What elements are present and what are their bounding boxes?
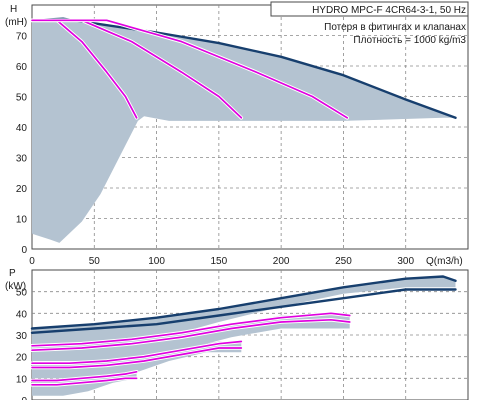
head-curves <box>30 17 457 120</box>
power-y-tick-label: 30 <box>16 331 28 342</box>
head-y-tick-label: 70 <box>16 32 28 43</box>
chart-title: HYDRO MPC-F 4CR64-3-1, 50 Hz <box>312 5 466 16</box>
flow-x-tick-labels: 0 50 100 150 200 250 300 <box>29 256 414 267</box>
head-axis-symbol: H <box>10 4 17 15</box>
power-y-tick-labels: 0 10 20 30 40 50 <box>16 288 28 405</box>
head-envelope-fill <box>32 18 456 243</box>
head-curve-reduced-speed <box>31 19 349 119</box>
flow-x-tick-label: 250 <box>335 256 352 267</box>
head-y-tick-label: 60 <box>16 62 28 73</box>
head-y-tick-label: 40 <box>16 123 28 134</box>
head-axis-unit: (mH) <box>5 17 27 28</box>
head-y-tick-label: 0 <box>21 245 27 256</box>
head-y-tick-label: 30 <box>16 154 28 165</box>
power-axis-unit: (kW) <box>5 281 26 292</box>
power-y-tick-label: 10 <box>16 374 28 385</box>
flow-x-tick-label: 150 <box>211 256 228 267</box>
power-curve-max <box>30 288 457 334</box>
flow-x-tick-label: 50 <box>89 256 101 267</box>
power-y-tick-label: 20 <box>16 353 28 364</box>
head-y-tick-label: 20 <box>16 184 28 195</box>
head-envelope-area <box>32 18 456 243</box>
flow-x-tick-label: 300 <box>397 256 414 267</box>
head-y-tick-labels: 0 10 20 30 40 50 60 70 <box>16 32 28 257</box>
flow-x-tick-label: 0 <box>29 256 35 267</box>
chart-title-box <box>270 1 469 17</box>
power-curve-max <box>30 275 457 330</box>
power-curve-plot: 0 10 20 30 40 50 P (kW) <box>5 268 469 405</box>
power-curve-reduced-speed <box>31 318 351 352</box>
power-curve-reduced-speed <box>31 312 351 347</box>
fittings-loss-note: Потеря в фитингах и клапанах <box>324 21 466 33</box>
power-curve-reduced-speed <box>31 377 138 386</box>
head-y-tick-label: 10 <box>16 215 28 226</box>
flow-x-tick-label: 100 <box>148 256 165 267</box>
head-y-tick-label: 50 <box>16 93 28 104</box>
power-curve-reduced-speed <box>31 347 243 369</box>
power-curve-reduced-speed <box>31 340 243 365</box>
density-note: Плотность = 1000 kg/m3 <box>353 35 466 46</box>
power-axis-symbol: P <box>9 268 16 279</box>
power-curves <box>30 275 457 387</box>
power-y-tick-label: 50 <box>16 288 28 299</box>
head-curve-plot: 0 10 20 30 40 50 60 70 0 50 100 150 200 250 300 H (mH… <box>5 1 469 267</box>
power-y-tick-label: 0 <box>21 396 27 400</box>
power-y-tick-label: 40 <box>16 309 28 320</box>
flow-x-tick-label: 200 <box>273 256 290 267</box>
power-curve-reduced-speed <box>31 370 138 382</box>
flow-axis-label: Q(m3/h) <box>426 256 463 267</box>
